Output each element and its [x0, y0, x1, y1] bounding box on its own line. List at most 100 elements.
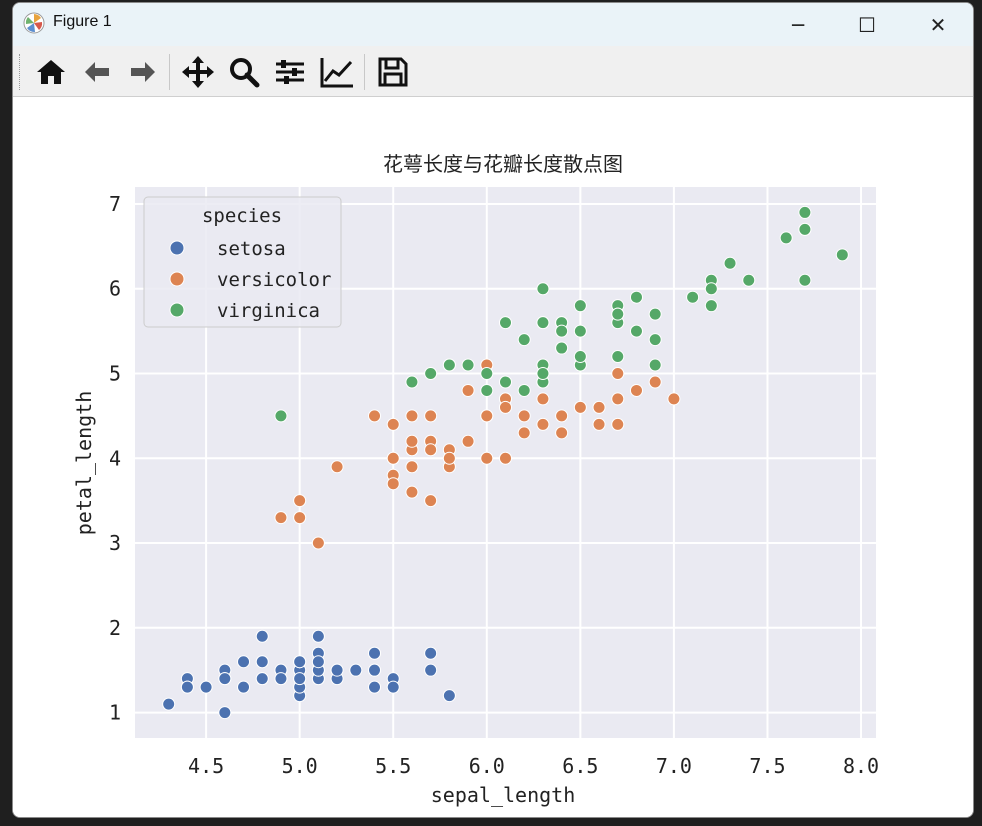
data-point-virginica [611, 307, 625, 321]
forward-button[interactable] [125, 54, 161, 90]
toolbar-grip[interactable] [19, 54, 23, 90]
data-point-versicolor [499, 451, 512, 465]
data-point-virginica [480, 383, 494, 397]
minimize-button[interactable]: ─ [775, 3, 821, 46]
data-point-virginica [424, 366, 438, 380]
data-point-versicolor [461, 434, 475, 448]
maximize-icon: ☐ [858, 12, 876, 37]
data-point-virginica [648, 358, 662, 372]
data-point-virginica [686, 290, 700, 304]
data-point-virginica [742, 273, 756, 287]
data-point-setosa [218, 706, 232, 720]
data-point-setosa [368, 646, 382, 660]
x-tick-label: 5.0 [282, 754, 318, 778]
data-point-setosa [180, 680, 194, 694]
edit-axis-icon [320, 58, 353, 88]
back-button[interactable] [79, 54, 115, 90]
x-tick-labels: 4.5 5.0 5.5 6.0 6.5 7.0 7.5 8.0 [188, 754, 879, 778]
minimize-icon: ─ [791, 12, 805, 37]
y-axis-label: petal_length [72, 391, 96, 536]
configure-subplots-button[interactable] [272, 54, 308, 90]
configure-subplots-icon [276, 60, 304, 84]
edit-axis-button[interactable] [319, 54, 355, 90]
data-point-setosa [330, 663, 344, 677]
data-point-setosa [255, 672, 269, 686]
close-icon: ✕ [929, 12, 947, 37]
data-point-virginica [648, 307, 662, 321]
data-point-setosa [199, 680, 213, 694]
data-point-virginica [536, 316, 550, 330]
pan-icon [182, 56, 214, 88]
data-point-versicolor [424, 443, 438, 457]
data-point-setosa [311, 655, 325, 669]
pan-button[interactable] [180, 54, 216, 90]
back-icon [85, 62, 109, 82]
data-point-virginica [723, 256, 737, 270]
data-point-virginica [835, 248, 849, 262]
data-point-virginica [405, 375, 419, 389]
scatter-chart: 花萼长度与花瓣长度散点图 4.5 5.0 5.5 6.0 6.5 7.0 7.5 8.0 1 2… [72, 152, 879, 807]
data-point-versicolor [386, 417, 400, 431]
data-point-virginica [480, 366, 494, 380]
data-point-virginica [274, 409, 288, 423]
data-point-virginica [442, 358, 456, 372]
data-point-versicolor [592, 400, 606, 414]
matplotlib-logo-icon [23, 12, 45, 34]
data-point-setosa [293, 672, 307, 686]
legend-title: species [202, 205, 282, 227]
figure-window: Figure 1 ─ ☐ ✕ [12, 2, 974, 818]
figure-canvas[interactable]: 花萼长度与花瓣长度散点图 4.5 5.0 5.5 6.0 6.5 7.0 7.5 8.0 1 2… [13, 97, 973, 817]
data-point-versicolor [480, 409, 494, 423]
x-tick-label: 8.0 [843, 754, 879, 778]
data-point-virginica [461, 358, 475, 372]
data-point-setosa [386, 680, 400, 694]
legend: species setosa versicolor virginica [143, 196, 342, 328]
data-point-versicolor [311, 536, 325, 550]
data-point-versicolor [648, 375, 662, 389]
data-point-setosa [311, 629, 325, 643]
y-tick-label: 7 [109, 192, 121, 216]
x-tick-label: 7.5 [749, 754, 785, 778]
title-bar: Figure 1 ─ ☐ ✕ [13, 3, 973, 46]
data-point-versicolor [274, 511, 288, 525]
data-point-versicolor [442, 451, 456, 465]
data-point-virginica [499, 375, 512, 389]
data-point-versicolor [293, 494, 307, 508]
forward-icon [131, 62, 155, 82]
close-button[interactable]: ✕ [915, 3, 961, 46]
data-point-versicolor [405, 434, 419, 448]
home-button[interactable] [33, 54, 69, 90]
data-point-setosa [293, 655, 307, 669]
data-point-versicolor [536, 417, 550, 431]
legend-marker-virginica [169, 302, 185, 318]
data-point-virginica [648, 333, 662, 347]
data-point-setosa [237, 655, 251, 669]
data-point-virginica [499, 316, 512, 330]
data-point-virginica [536, 366, 550, 380]
data-point-virginica [573, 324, 587, 338]
data-point-versicolor [629, 383, 643, 397]
y-tick-label: 4 [109, 446, 121, 470]
data-point-setosa [424, 646, 438, 660]
legend-marker-versicolor [169, 271, 185, 287]
data-point-versicolor [424, 494, 438, 508]
window-title: Figure 1 [53, 13, 112, 30]
legend-label-setosa: setosa [217, 238, 286, 260]
data-point-setosa [368, 680, 382, 694]
data-point-virginica [629, 324, 643, 338]
data-point-versicolor [405, 460, 419, 474]
data-point-versicolor [611, 366, 625, 380]
data-point-versicolor [405, 409, 419, 423]
y-tick-label: 1 [109, 701, 121, 725]
data-point-setosa [368, 663, 382, 677]
maximize-button[interactable]: ☐ [844, 3, 890, 46]
save-button[interactable] [375, 54, 411, 90]
save-icon [378, 57, 408, 87]
toolbar-separator [364, 54, 365, 90]
zoom-icon [230, 58, 260, 88]
data-point-virginica [798, 205, 812, 219]
zoom-button[interactable] [226, 54, 262, 90]
data-point-versicolor [499, 400, 512, 414]
data-point-setosa [218, 672, 232, 686]
data-point-versicolor [386, 451, 400, 465]
